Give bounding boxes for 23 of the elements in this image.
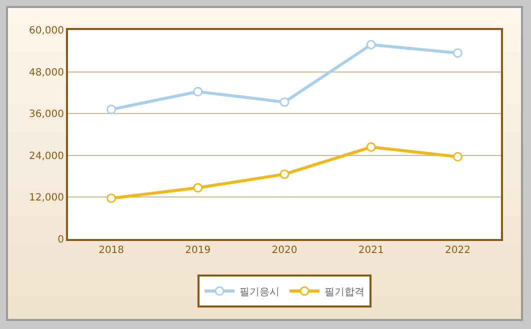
- legend-label: 필기응시: [240, 286, 280, 298]
- x-tick-label: 2021: [358, 245, 384, 256]
- point: [452, 48, 462, 58]
- point: [280, 169, 290, 179]
- x-tick-label: 2022: [444, 245, 470, 256]
- x-tick-label: 2018: [98, 245, 124, 256]
- y-tick-label: 24,000: [29, 150, 64, 162]
- point: [452, 152, 462, 162]
- point: [106, 194, 116, 203]
- point: [193, 86, 203, 96]
- x-tick-label: 2019: [185, 245, 211, 256]
- point: [280, 97, 290, 107]
- x-tick-label: 2020: [272, 245, 298, 256]
- point: [366, 142, 376, 152]
- legend-label: 필기합격: [324, 286, 364, 298]
- y-tick-label: 12,000: [29, 192, 64, 204]
- y-tick-label: 48,000: [29, 67, 64, 78]
- y-tick-label: 36,000: [29, 109, 64, 120]
- y-tick-label: 60,000: [29, 26, 64, 36]
- point: [106, 104, 116, 114]
- y-tick-label: 0: [58, 234, 64, 246]
- point: [366, 40, 376, 50]
- point: [193, 183, 203, 193]
